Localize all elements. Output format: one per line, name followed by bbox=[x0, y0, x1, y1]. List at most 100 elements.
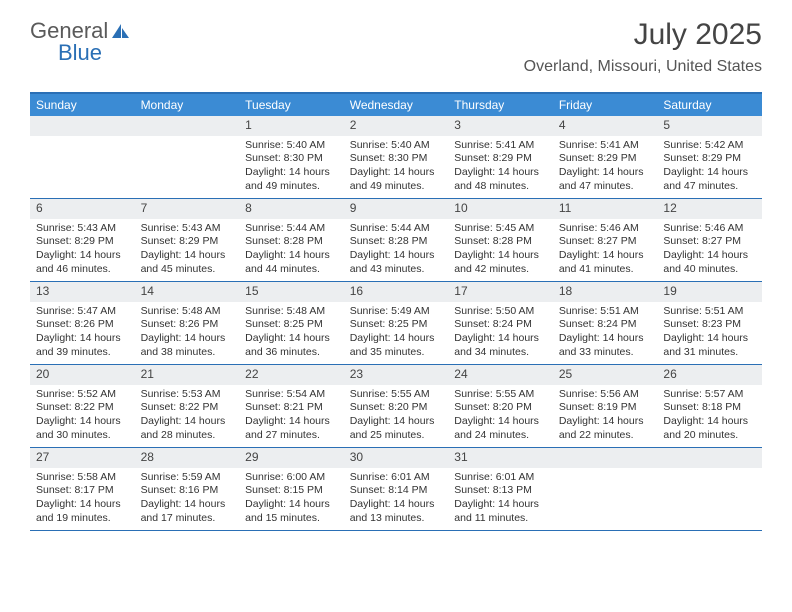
day-number: 23 bbox=[344, 365, 449, 385]
day-day1: Daylight: 14 hours bbox=[663, 415, 756, 429]
day-day2: and 17 minutes. bbox=[141, 512, 234, 526]
day-day2: and 46 minutes. bbox=[36, 263, 129, 277]
day-body: Sunrise: 5:51 AMSunset: 8:24 PMDaylight:… bbox=[553, 302, 658, 364]
day-sunset: Sunset: 8:23 PM bbox=[663, 318, 756, 332]
day-sunset: Sunset: 8:27 PM bbox=[663, 235, 756, 249]
day-sunrise: Sunrise: 6:00 AM bbox=[245, 471, 338, 485]
day-cell: 5Sunrise: 5:42 AMSunset: 8:29 PMDaylight… bbox=[657, 116, 762, 198]
day-day2: and 30 minutes. bbox=[36, 429, 129, 443]
day-sunset: Sunset: 8:29 PM bbox=[454, 152, 547, 166]
day-number: 17 bbox=[448, 282, 553, 302]
day-day1: Daylight: 14 hours bbox=[663, 332, 756, 346]
day-body: Sunrise: 5:40 AMSunset: 8:30 PMDaylight:… bbox=[344, 136, 449, 198]
day-sunset: Sunset: 8:20 PM bbox=[454, 401, 547, 415]
day-cell: 6Sunrise: 5:43 AMSunset: 8:29 PMDaylight… bbox=[30, 199, 135, 281]
day-number: 27 bbox=[30, 448, 135, 468]
day-cell: 27Sunrise: 5:58 AMSunset: 8:17 PMDayligh… bbox=[30, 448, 135, 530]
day-sunset: Sunset: 8:28 PM bbox=[245, 235, 338, 249]
day-day1: Daylight: 14 hours bbox=[559, 415, 652, 429]
day-body: Sunrise: 5:51 AMSunset: 8:23 PMDaylight:… bbox=[657, 302, 762, 364]
day-body: Sunrise: 5:58 AMSunset: 8:17 PMDaylight:… bbox=[30, 468, 135, 530]
weekday-header-row: Sunday Monday Tuesday Wednesday Thursday… bbox=[30, 94, 762, 116]
day-day2: and 20 minutes. bbox=[663, 429, 756, 443]
day-number bbox=[30, 116, 135, 136]
day-sunset: Sunset: 8:22 PM bbox=[141, 401, 234, 415]
day-day1: Daylight: 14 hours bbox=[36, 415, 129, 429]
day-day1: Daylight: 14 hours bbox=[350, 415, 443, 429]
day-sunrise: Sunrise: 5:53 AM bbox=[141, 388, 234, 402]
day-day1: Daylight: 14 hours bbox=[663, 166, 756, 180]
day-body: Sunrise: 5:42 AMSunset: 8:29 PMDaylight:… bbox=[657, 136, 762, 198]
day-body: Sunrise: 5:54 AMSunset: 8:21 PMDaylight:… bbox=[239, 385, 344, 447]
day-sunset: Sunset: 8:29 PM bbox=[559, 152, 652, 166]
day-day1: Daylight: 14 hours bbox=[36, 498, 129, 512]
day-body: Sunrise: 5:41 AMSunset: 8:29 PMDaylight:… bbox=[448, 136, 553, 198]
day-cell: 19Sunrise: 5:51 AMSunset: 8:23 PMDayligh… bbox=[657, 282, 762, 364]
day-day2: and 39 minutes. bbox=[36, 346, 129, 360]
day-sunrise: Sunrise: 5:48 AM bbox=[245, 305, 338, 319]
day-cell: 1Sunrise: 5:40 AMSunset: 8:30 PMDaylight… bbox=[239, 116, 344, 198]
day-sunset: Sunset: 8:22 PM bbox=[36, 401, 129, 415]
day-number: 5 bbox=[657, 116, 762, 136]
day-day2: and 44 minutes. bbox=[245, 263, 338, 277]
day-body: Sunrise: 5:53 AMSunset: 8:22 PMDaylight:… bbox=[135, 385, 240, 447]
day-day1: Daylight: 14 hours bbox=[454, 415, 547, 429]
day-body: Sunrise: 5:52 AMSunset: 8:22 PMDaylight:… bbox=[30, 385, 135, 447]
day-body: Sunrise: 5:44 AMSunset: 8:28 PMDaylight:… bbox=[239, 219, 344, 281]
day-cell: 18Sunrise: 5:51 AMSunset: 8:24 PMDayligh… bbox=[553, 282, 658, 364]
month-title: July 2025 bbox=[524, 18, 762, 52]
day-sunset: Sunset: 8:25 PM bbox=[350, 318, 443, 332]
day-number: 2 bbox=[344, 116, 449, 136]
day-sunset: Sunset: 8:30 PM bbox=[350, 152, 443, 166]
weekday-wednesday: Wednesday bbox=[344, 94, 449, 116]
day-sunset: Sunset: 8:13 PM bbox=[454, 484, 547, 498]
day-day1: Daylight: 14 hours bbox=[559, 249, 652, 263]
day-cell bbox=[135, 116, 240, 198]
day-sunrise: Sunrise: 5:59 AM bbox=[141, 471, 234, 485]
day-sunrise: Sunrise: 5:40 AM bbox=[245, 139, 338, 153]
day-sunset: Sunset: 8:24 PM bbox=[454, 318, 547, 332]
day-number: 6 bbox=[30, 199, 135, 219]
day-day2: and 13 minutes. bbox=[350, 512, 443, 526]
day-body: Sunrise: 5:50 AMSunset: 8:24 PMDaylight:… bbox=[448, 302, 553, 364]
day-cell: 11Sunrise: 5:46 AMSunset: 8:27 PMDayligh… bbox=[553, 199, 658, 281]
day-cell: 16Sunrise: 5:49 AMSunset: 8:25 PMDayligh… bbox=[344, 282, 449, 364]
day-number bbox=[657, 448, 762, 468]
calendar: Sunday Monday Tuesday Wednesday Thursday… bbox=[30, 92, 762, 531]
day-body: Sunrise: 5:55 AMSunset: 8:20 PMDaylight:… bbox=[448, 385, 553, 447]
title-block: July 2025 Overland, Missouri, United Sta… bbox=[524, 18, 762, 76]
day-day1: Daylight: 14 hours bbox=[245, 498, 338, 512]
day-number: 21 bbox=[135, 365, 240, 385]
day-day2: and 49 minutes. bbox=[245, 180, 338, 194]
day-cell: 24Sunrise: 5:55 AMSunset: 8:20 PMDayligh… bbox=[448, 365, 553, 447]
day-day1: Daylight: 14 hours bbox=[245, 166, 338, 180]
day-cell: 30Sunrise: 6:01 AMSunset: 8:14 PMDayligh… bbox=[344, 448, 449, 530]
day-day2: and 22 minutes. bbox=[559, 429, 652, 443]
day-day2: and 48 minutes. bbox=[454, 180, 547, 194]
day-sunrise: Sunrise: 5:50 AM bbox=[454, 305, 547, 319]
day-day1: Daylight: 14 hours bbox=[350, 332, 443, 346]
day-cell: 14Sunrise: 5:48 AMSunset: 8:26 PMDayligh… bbox=[135, 282, 240, 364]
day-cell bbox=[553, 448, 658, 530]
day-body: Sunrise: 5:56 AMSunset: 8:19 PMDaylight:… bbox=[553, 385, 658, 447]
day-day2: and 45 minutes. bbox=[141, 263, 234, 277]
day-day1: Daylight: 14 hours bbox=[245, 332, 338, 346]
day-day1: Daylight: 14 hours bbox=[454, 249, 547, 263]
day-number: 12 bbox=[657, 199, 762, 219]
day-sunrise: Sunrise: 5:56 AM bbox=[559, 388, 652, 402]
day-day2: and 24 minutes. bbox=[454, 429, 547, 443]
day-number: 26 bbox=[657, 365, 762, 385]
day-day1: Daylight: 14 hours bbox=[454, 166, 547, 180]
week-row: 13Sunrise: 5:47 AMSunset: 8:26 PMDayligh… bbox=[30, 282, 762, 365]
day-day2: and 47 minutes. bbox=[663, 180, 756, 194]
day-sunrise: Sunrise: 5:42 AM bbox=[663, 139, 756, 153]
day-sunset: Sunset: 8:24 PM bbox=[559, 318, 652, 332]
day-cell: 17Sunrise: 5:50 AMSunset: 8:24 PMDayligh… bbox=[448, 282, 553, 364]
day-cell: 28Sunrise: 5:59 AMSunset: 8:16 PMDayligh… bbox=[135, 448, 240, 530]
day-number: 14 bbox=[135, 282, 240, 302]
day-cell: 2Sunrise: 5:40 AMSunset: 8:30 PMDaylight… bbox=[344, 116, 449, 198]
day-sunset: Sunset: 8:16 PM bbox=[141, 484, 234, 498]
day-sunset: Sunset: 8:17 PM bbox=[36, 484, 129, 498]
day-sunrise: Sunrise: 5:47 AM bbox=[36, 305, 129, 319]
header: GeneralBlue July 2025 Overland, Missouri… bbox=[0, 0, 792, 84]
